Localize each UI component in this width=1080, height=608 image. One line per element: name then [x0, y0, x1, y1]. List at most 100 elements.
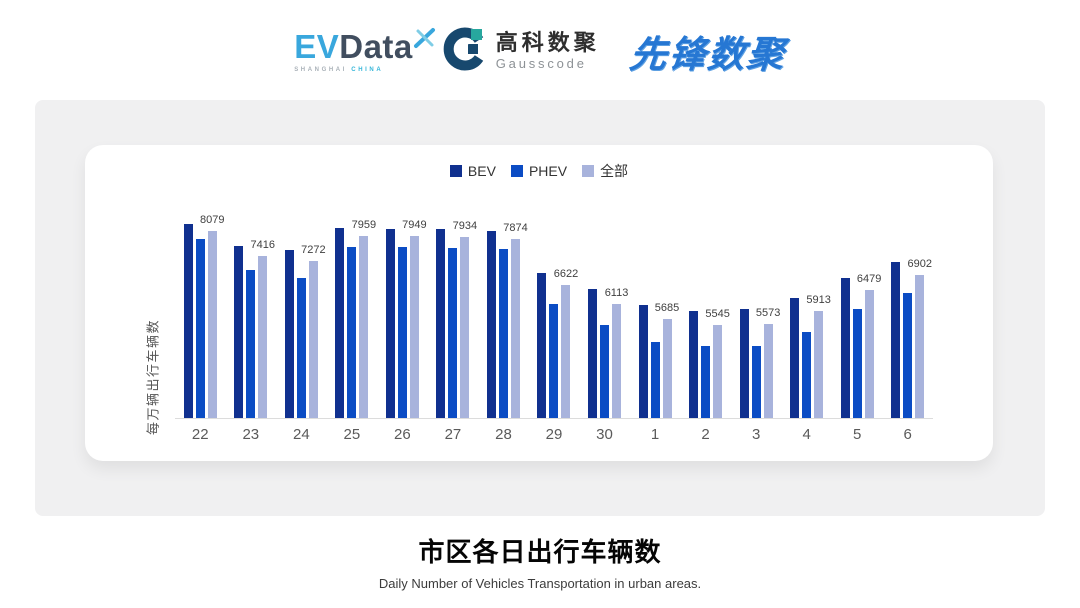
- bar-group-24: 7272: [276, 216, 327, 418]
- legend-item-BEV[interactable]: BEV: [449, 163, 496, 179]
- legend-label: PHEV: [528, 163, 568, 179]
- bar-全部: [510, 239, 520, 418]
- bar-group-26: 7949: [377, 216, 428, 418]
- gausscode-cn-name: 高科数聚: [495, 30, 600, 55]
- evdata-wordmark: EVData: [294, 27, 435, 65]
- bar-value-label: 7874: [503, 222, 528, 234]
- bar-PHEV: [701, 346, 711, 418]
- bar-PHEV: [802, 332, 812, 418]
- chart-title: 市区各日出行车辆数: [418, 537, 662, 567]
- bar-全部: [561, 285, 571, 418]
- bar-全部: [915, 275, 925, 418]
- bar-value-label: 7416: [250, 239, 276, 251]
- evdata-subtitle: SHANGHAI CHINA: [294, 67, 383, 73]
- chart-card: BEV PHEV 全部 每万辆出行车辆数 8079 7416 7272 7959 7949 7…: [85, 145, 993, 461]
- bar-value-label: 7934: [452, 220, 478, 232]
- bar-全部: [308, 261, 318, 418]
- bar-PHEV: [650, 342, 660, 418]
- bar-全部: [763, 324, 773, 418]
- legend-label: BEV: [467, 163, 496, 179]
- bar-value-label: 6113: [604, 287, 629, 299]
- bar-value-label: 6622: [553, 268, 579, 280]
- x-tick-label: 4: [802, 426, 811, 443]
- x-tick-label: 30: [596, 426, 613, 443]
- bar-value-label: 6902: [907, 258, 932, 270]
- bar-全部: [359, 236, 369, 418]
- bar-group-5: 6479: [832, 216, 883, 418]
- x-tick-label: 25: [343, 426, 361, 443]
- bar-BEV: [891, 262, 901, 418]
- bar-value-label: 5573: [755, 307, 781, 319]
- bar-BEV: [790, 298, 800, 418]
- x-tick-label: 1: [650, 426, 660, 443]
- bar-value-label: 5913: [806, 294, 831, 306]
- bar-group-22: 8079: [175, 214, 226, 418]
- gausscode-en-name: Gausscode: [495, 56, 587, 71]
- x-tick-label: 2: [701, 426, 710, 443]
- bar-BEV: [739, 309, 749, 418]
- bar-PHEV: [448, 248, 458, 418]
- bar-PHEV: [852, 309, 862, 418]
- bar-value-label: 7959: [351, 219, 377, 231]
- gausscode-text: 高科数聚 Gausscode: [495, 30, 600, 72]
- bar-PHEV: [751, 346, 761, 418]
- bar-PHEV: [296, 278, 306, 418]
- bar-全部: [409, 236, 419, 418]
- bar-全部: [662, 319, 672, 418]
- evdata-logo: EVData SHANGHAI CHINA: [294, 27, 435, 73]
- bar-group-28: 7874: [478, 216, 529, 418]
- header-logos: EVData SHANGHAI CHINA: [0, 20, 1080, 82]
- evdata-x-icon: [413, 22, 437, 56]
- bar-group-23: 7416: [226, 216, 277, 418]
- legend-item-全部[interactable]: 全部: [582, 161, 628, 181]
- x-tick-label: 5: [853, 426, 862, 443]
- bar-BEV: [537, 273, 547, 418]
- bar-BEV: [436, 229, 446, 418]
- bar-BEV: [689, 311, 699, 418]
- bar-value-label: 5545: [705, 308, 730, 320]
- bar-PHEV: [347, 247, 357, 418]
- bar-BEV: [335, 228, 345, 418]
- bar-全部: [713, 325, 723, 418]
- bar-group-6: 6902: [882, 216, 933, 418]
- x-tick-label: 22: [191, 426, 209, 443]
- bar-BEV: [486, 231, 496, 418]
- legend-item-PHEV[interactable]: PHEV: [510, 163, 568, 179]
- bar-BEV: [840, 278, 850, 418]
- evdata-shanghai-text: SHANGHAI: [294, 66, 348, 73]
- bar-全部: [207, 231, 217, 418]
- bar-group-29: 6622: [529, 216, 580, 418]
- x-tick-label: 29: [545, 426, 563, 443]
- bar-PHEV: [549, 304, 559, 418]
- bar-BEV: [638, 305, 648, 418]
- x-tick-label: 28: [495, 426, 512, 443]
- bar-BEV: [588, 289, 598, 418]
- evdata-data-text: Data: [339, 27, 413, 65]
- legend-swatch-BEV: [449, 165, 462, 177]
- evdata-ev-text: EV: [294, 27, 340, 65]
- bar-group-4: 5913: [781, 216, 832, 418]
- bar-PHEV: [397, 247, 407, 418]
- bar-group-2: 5545: [680, 216, 731, 418]
- x-tick-label: 3: [751, 426, 761, 443]
- evdata-china-text: CHINA: [351, 66, 384, 73]
- x-tick-label: 26: [394, 426, 411, 443]
- plot-area: 8079 7416 7272 7959 7949 7934 7874 6622 6113 5685…: [175, 214, 933, 418]
- x-tick-label: 24: [292, 426, 310, 443]
- bar-group-3: 5573: [731, 216, 782, 418]
- x-tick-label: 27: [444, 426, 462, 443]
- bar-BEV: [385, 229, 395, 418]
- bar-group-27: 7934: [428, 216, 479, 418]
- bar-group-25: 7959: [327, 216, 378, 418]
- chart-caption: 市区各日出行车辆数 Daily Number of Vehicles Trans…: [0, 532, 1080, 591]
- bar-PHEV: [600, 325, 610, 418]
- gausscode-logo: 高科数聚 Gausscode: [443, 27, 600, 76]
- bar-全部: [460, 237, 470, 418]
- legend-label: 全部: [600, 163, 629, 179]
- gausscode-mark-icon: [443, 27, 487, 76]
- x-tick-label: 23: [242, 426, 260, 443]
- bar-PHEV: [195, 239, 205, 418]
- bar-PHEV: [498, 249, 508, 418]
- x-axis-ticks: 22 23 24 25 26 27 28 29 30 1 2 3 4 5 6: [175, 426, 933, 443]
- bar-value-label: 8079: [200, 214, 225, 226]
